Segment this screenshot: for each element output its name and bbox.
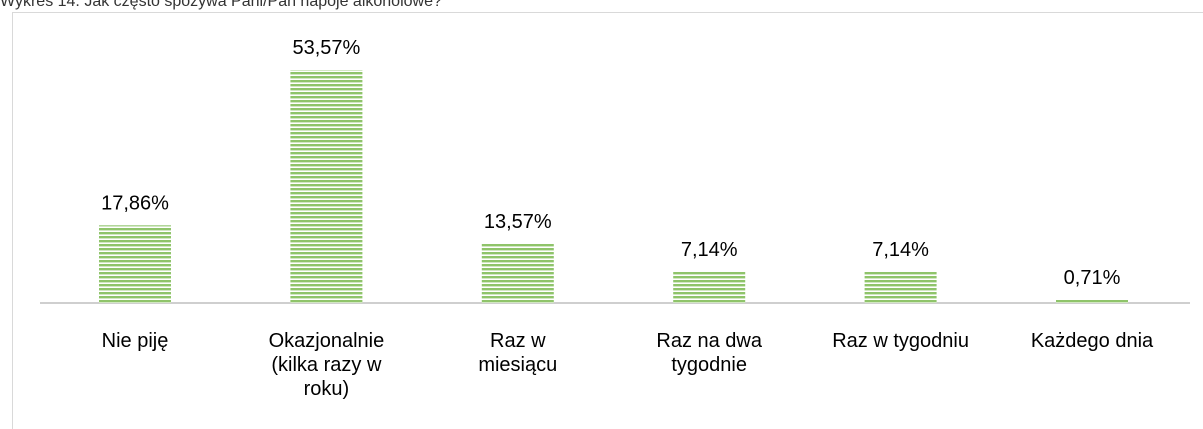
bar <box>290 70 363 303</box>
chart-frame <box>12 12 1203 429</box>
value-label: 0,71% <box>1064 267 1121 289</box>
x-tick-label: Nie piję <box>101 330 169 352</box>
chart-title: Wykres 14. Jak często spożywa Pani/Pan n… <box>0 0 442 10</box>
x-tick-label: Raz w miesiącu <box>478 330 558 376</box>
value-label: 7,14% <box>872 239 929 261</box>
bar <box>99 225 171 303</box>
bar <box>673 271 746 303</box>
x-tick-label: Każdego dnia <box>1030 330 1154 352</box>
x-tick-label: Raz w tygodniu <box>832 330 969 352</box>
value-label: 17,86% <box>101 192 169 214</box>
value-label: 7,14% <box>681 239 738 261</box>
x-tick-label: Raz na dwa tygodnie <box>656 330 762 376</box>
bar <box>864 271 937 303</box>
bar <box>481 243 554 303</box>
bar <box>1056 299 1128 303</box>
value-label: 53,57% <box>292 37 360 59</box>
x-tick-label: Okazjonalnie (kilka razy w roku) <box>268 330 385 400</box>
value-label: 13,57% <box>484 211 552 233</box>
